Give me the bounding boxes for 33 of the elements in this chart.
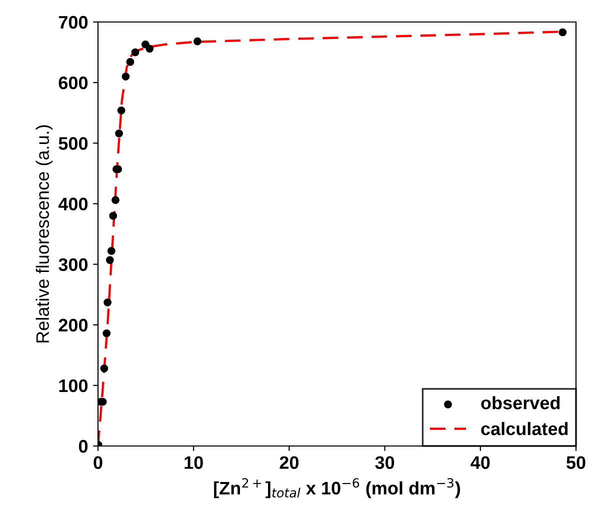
point [106, 256, 114, 264]
point [107, 247, 116, 255]
point [126, 58, 134, 66]
y-tick-label: 500 [58, 137, 88, 150]
x-tick-label: 30 [375, 456, 394, 470]
y-tick-label: 600 [58, 76, 88, 90]
y-tick-label: 300 [58, 258, 88, 272]
text: [Zn$^{2+}$]$_{total}$ x 10$^{−6}$ (mol dm$^{−3}$) [214, 478, 460, 498]
y-tick-label: 700 [58, 16, 88, 29]
point [102, 329, 111, 338]
y-tick-label: 0 [78, 440, 88, 453]
point [104, 298, 112, 306]
point [115, 130, 123, 138]
legend-label: observed [481, 396, 560, 410]
legend-label: calculated [481, 422, 568, 436]
point [112, 196, 120, 204]
y-tick-label: 400 [58, 198, 88, 210]
x-tick-label: 40 [470, 456, 490, 469]
y-tick-label: 200 [58, 318, 88, 332]
point [193, 37, 202, 46]
y-tick-label: 100 [59, 379, 88, 392]
point [146, 44, 154, 53]
point [131, 48, 140, 56]
point [122, 72, 130, 80]
y-axis-title: Relative fluorescence (a.u.) [36, 125, 53, 342]
x-tick-label: 0 [94, 456, 102, 469]
point [558, 28, 567, 36]
point [100, 364, 108, 372]
x-tick-label: 50 [566, 456, 586, 469]
point [109, 212, 118, 220]
x-tick-label: 20 [280, 456, 299, 469]
x-tick-label: 10 [184, 456, 203, 469]
point [117, 106, 126, 114]
